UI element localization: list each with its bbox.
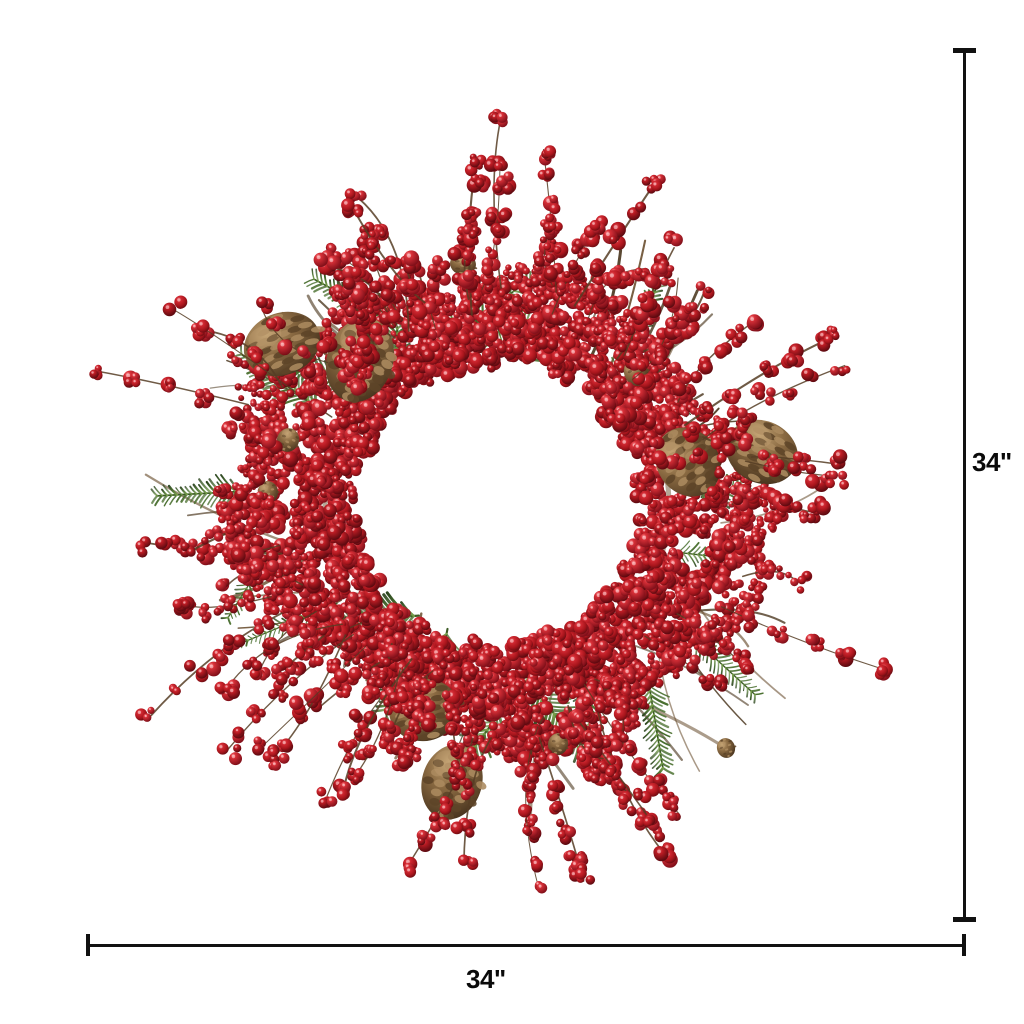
width-dimension-label: 34" <box>466 964 506 994</box>
vertical-dimension-cap-bottom <box>953 917 976 922</box>
height-dimension-label: 34" <box>972 447 1012 477</box>
horizontal-dimension-cap-right <box>962 934 966 956</box>
horizontal-dimension-line <box>86 944 965 947</box>
vertical-dimension-line <box>963 50 966 920</box>
outer-spray-layer <box>89 108 893 894</box>
